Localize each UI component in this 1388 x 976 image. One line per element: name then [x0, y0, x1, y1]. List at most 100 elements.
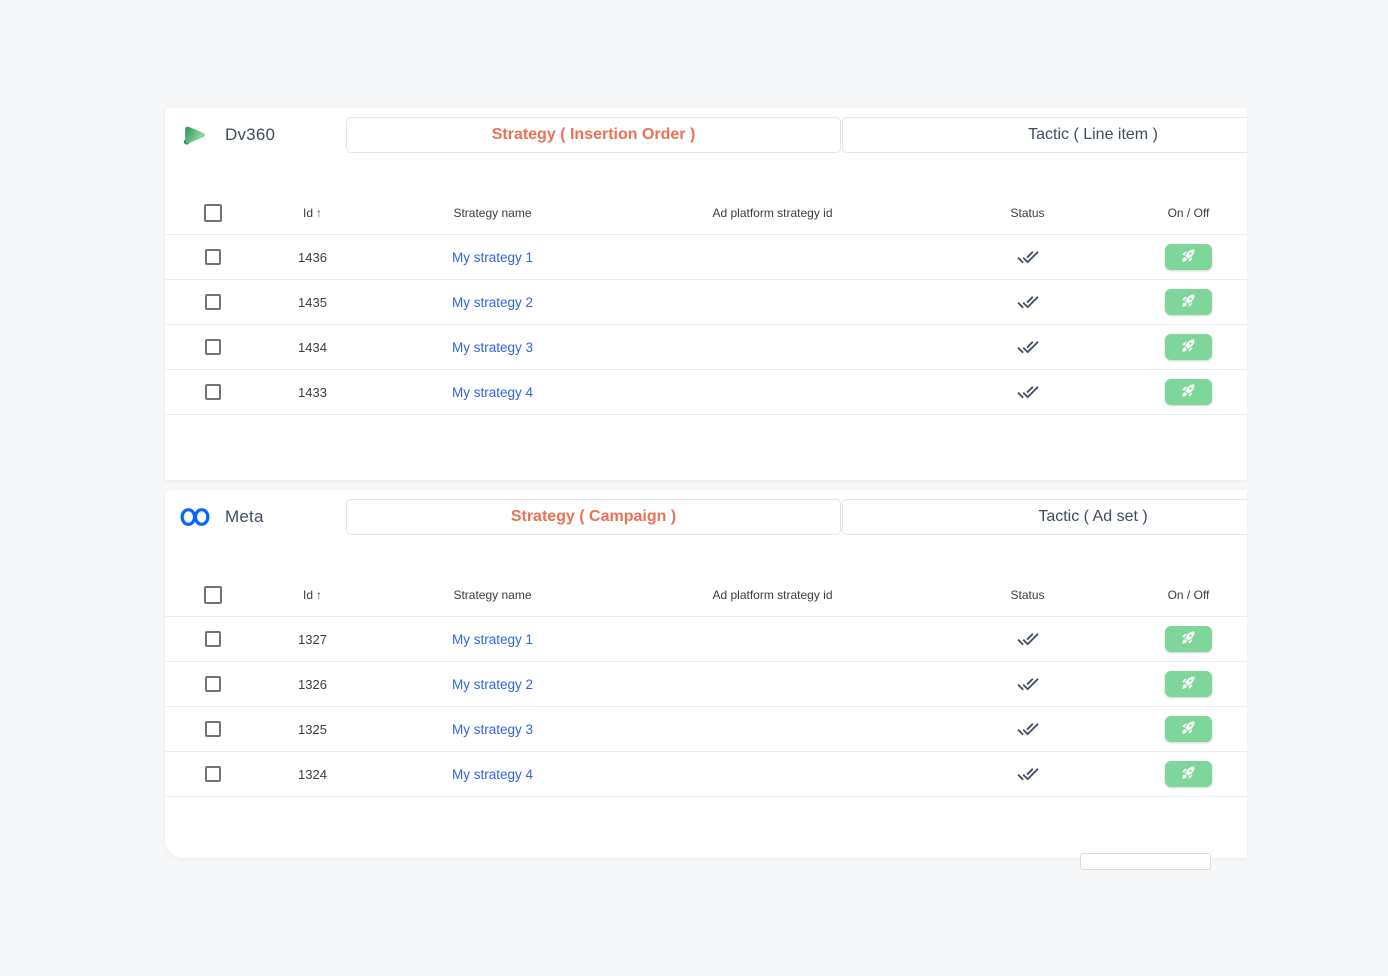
row-checkbox[interactable] — [204, 766, 221, 783]
done-all-icon — [1016, 675, 1039, 691]
column-header-id[interactable]: Id ↑ — [260, 574, 365, 617]
meta-infinity-icon — [179, 501, 211, 533]
done-all-icon — [1016, 293, 1039, 309]
on-off-toggle-button[interactable] — [1165, 761, 1212, 787]
row-ad-platform-strategy-id — [620, 661, 925, 707]
tab-strategy-insertion-order[interactable]: Strategy ( Insertion Order ) — [346, 117, 841, 153]
strategy-name-link[interactable]: My strategy 1 — [451, 249, 534, 265]
row-id: 1436 — [260, 234, 365, 280]
on-off-toggle-button[interactable] — [1165, 244, 1212, 270]
tab-label: Strategy ( Campaign ) — [510, 508, 677, 525]
done-all-icon — [1016, 383, 1039, 399]
row-checkbox[interactable] — [204, 339, 221, 356]
row-ad-platform-strategy-id — [620, 279, 925, 325]
strategy-name-link[interactable]: My strategy 1 — [451, 631, 534, 647]
row-id: 1433 — [260, 369, 365, 415]
on-off-toggle-button[interactable] — [1165, 671, 1212, 697]
row-ad-platform-strategy-id — [620, 706, 925, 752]
rocket-icon — [1181, 293, 1196, 311]
column-header-ad-platform-strategy-id[interactable]: Ad platform strategy id — [620, 574, 925, 617]
tab-tactic-line-item[interactable]: Tactic ( Line item ) — [842, 117, 1247, 153]
column-header-status[interactable]: Status — [925, 192, 1130, 235]
rocket-icon — [1181, 248, 1196, 266]
dv360-panel: Dv360 Strategy ( Insertion Order ) Tacti… — [165, 108, 1247, 480]
row-ad-platform-strategy-id — [620, 751, 925, 797]
meta-strategy-table: Id ↑ Strategy name Ad platform strategy i… — [165, 574, 1247, 797]
strategy-name-link[interactable]: My strategy 4 — [451, 766, 534, 782]
row-id: 1327 — [260, 616, 365, 662]
row-ad-platform-strategy-id — [620, 234, 925, 280]
row-checkbox[interactable] — [204, 249, 221, 266]
sort-asc-icon: ↑ — [316, 588, 322, 602]
row-checkbox[interactable] — [204, 676, 221, 693]
table-row: 1327 My strategy 1 — [165, 616, 1247, 662]
rocket-icon — [1181, 720, 1196, 738]
rocket-icon — [1181, 338, 1196, 356]
table-row: 1434 My strategy 3 — [165, 324, 1247, 370]
meta-panel: Meta Strategy ( Campaign ) Tactic ( Ad s… — [165, 490, 1247, 858]
strategy-name-link[interactable]: My strategy 2 — [451, 294, 534, 310]
table-row: 1435 My strategy 2 — [165, 279, 1247, 325]
on-off-toggle-button[interactable] — [1165, 289, 1212, 315]
rocket-icon — [1181, 765, 1196, 783]
table-row: 1324 My strategy 4 — [165, 751, 1247, 797]
tab-label: Strategy ( Insertion Order ) — [491, 126, 696, 143]
done-all-icon — [1016, 765, 1039, 781]
select-all-checkbox[interactable] — [203, 586, 222, 604]
row-checkbox[interactable] — [204, 294, 221, 311]
table-header-row: Id ↑ Strategy name Ad platform strategy i… — [165, 192, 1247, 235]
rocket-icon — [1181, 675, 1196, 693]
tab-strategy-campaign[interactable]: Strategy ( Campaign ) — [346, 499, 841, 535]
table-row: 1325 My strategy 3 — [165, 706, 1247, 752]
column-header-status[interactable]: Status — [925, 574, 1130, 617]
on-off-toggle-button[interactable] — [1165, 379, 1212, 405]
column-header-id[interactable]: Id ↑ — [260, 192, 365, 235]
strategy-name-link[interactable]: My strategy 3 — [451, 339, 534, 355]
dv360-play-icon — [179, 119, 211, 151]
partial-footer-control — [1080, 853, 1211, 870]
row-ad-platform-strategy-id — [620, 616, 925, 662]
column-header-on-off[interactable]: On / Off — [1130, 574, 1247, 617]
row-id: 1326 — [260, 661, 365, 707]
select-all-checkbox[interactable] — [203, 204, 222, 222]
on-off-toggle-button[interactable] — [1165, 716, 1212, 742]
rocket-icon — [1181, 630, 1196, 648]
row-checkbox[interactable] — [204, 721, 221, 738]
done-all-icon — [1016, 630, 1039, 646]
meta-panel-header: Meta Strategy ( Campaign ) Tactic ( Ad s… — [165, 490, 1247, 552]
table-header-row: Id ↑ Strategy name Ad platform strategy i… — [165, 574, 1247, 617]
row-checkbox[interactable] — [204, 631, 221, 648]
strategy-name-link[interactable]: My strategy 3 — [451, 721, 534, 737]
on-off-toggle-button[interactable] — [1165, 626, 1212, 652]
done-all-icon — [1016, 338, 1039, 354]
dv360-strategy-table: Id ↑ Strategy name Ad platform strategy i… — [165, 192, 1247, 415]
tab-label: Tactic ( Line item ) — [1028, 126, 1158, 143]
rocket-icon — [1181, 383, 1196, 401]
column-header-ad-platform-strategy-id[interactable]: Ad platform strategy id — [620, 192, 925, 235]
table-row: 1436 My strategy 1 — [165, 234, 1247, 280]
table-row: 1326 My strategy 2 — [165, 661, 1247, 707]
row-ad-platform-strategy-id — [620, 369, 925, 415]
on-off-toggle-button[interactable] — [1165, 334, 1212, 360]
tab-label: Tactic ( Ad set ) — [1038, 508, 1148, 525]
done-all-icon — [1016, 720, 1039, 736]
row-ad-platform-strategy-id — [620, 324, 925, 370]
dv360-panel-header: Dv360 Strategy ( Insertion Order ) Tacti… — [165, 108, 1247, 170]
column-header-strategy-name[interactable]: Strategy name — [365, 574, 620, 617]
row-id: 1435 — [260, 279, 365, 325]
strategy-name-link[interactable]: My strategy 4 — [451, 384, 534, 400]
meta-tabs: Strategy ( Campaign ) Tactic ( Ad set ) — [346, 499, 1247, 535]
row-id: 1325 — [260, 706, 365, 752]
sort-asc-icon: ↑ — [316, 206, 322, 220]
dv360-tabs: Strategy ( Insertion Order ) Tactic ( Li… — [346, 117, 1247, 153]
tab-tactic-ad-set[interactable]: Tactic ( Ad set ) — [842, 499, 1247, 535]
platform-title-dv360: Dv360 — [225, 125, 276, 144]
platform-title-meta: Meta — [225, 507, 264, 526]
done-all-icon — [1016, 248, 1039, 264]
row-checkbox[interactable] — [204, 384, 221, 401]
strategy-name-link[interactable]: My strategy 2 — [451, 676, 534, 692]
column-header-on-off[interactable]: On / Off — [1130, 192, 1247, 235]
column-header-strategy-name[interactable]: Strategy name — [365, 192, 620, 235]
row-id: 1434 — [260, 324, 365, 370]
row-id: 1324 — [260, 751, 365, 797]
